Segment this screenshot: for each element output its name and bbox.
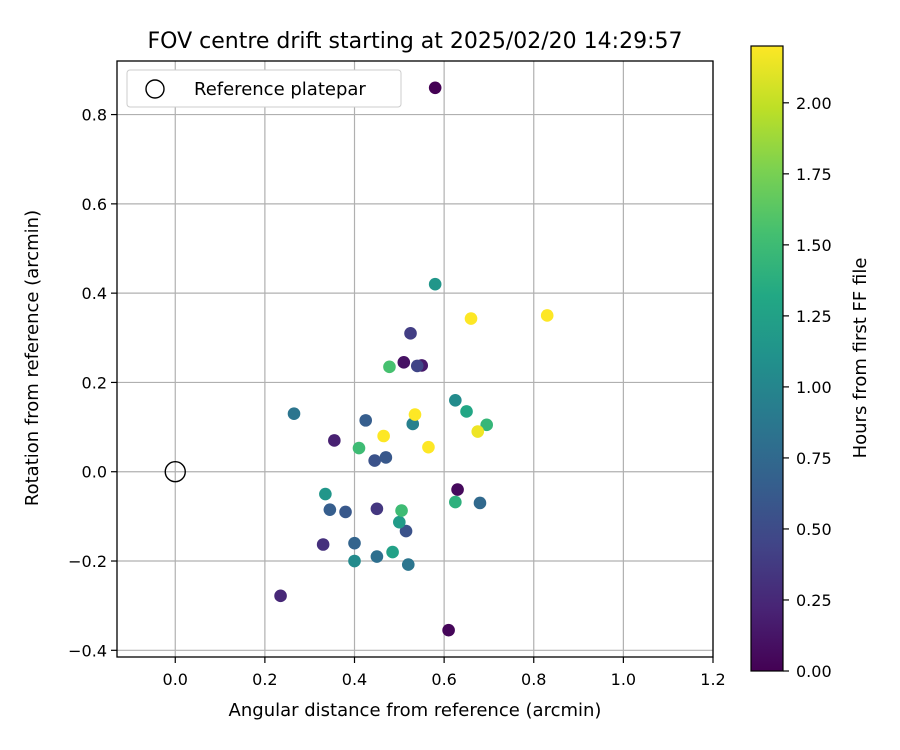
colorbar-ticks: 0.00 0.25 0.50 0.75 1.00 1.25 1.50 1.75 2.00 — [783, 94, 832, 681]
x-tick-label: 0.6 — [431, 670, 456, 689]
data-points — [274, 81, 554, 637]
colorbar-tick-label: 1.75 — [796, 165, 832, 184]
data-point — [397, 356, 411, 369]
plot-area — [116, 60, 714, 658]
data-point — [410, 359, 424, 373]
y-tick-label: 0.4 — [82, 284, 107, 303]
data-point — [449, 495, 462, 509]
data-point — [404, 327, 417, 340]
x-tick-label: 0.2 — [252, 670, 277, 689]
data-point — [422, 440, 435, 454]
y-axis-ticks: −0.4 −0.2 0.0 0.2 0.4 0.6 0.8 — [68, 106, 117, 660]
data-point — [428, 81, 442, 95]
legend: Reference platepar — [126, 69, 402, 108]
data-point — [471, 425, 485, 438]
data-point — [379, 451, 393, 464]
colorbar: 0.00 0.25 0.50 0.75 1.00 1.25 1.50 1.75 2.00 Hou… — [750, 45, 871, 681]
y-tick-label: 0.2 — [82, 373, 107, 392]
data-point — [316, 538, 330, 551]
y-tick-label: 0.6 — [82, 195, 107, 214]
x-tick-label: 1.0 — [611, 670, 636, 689]
data-point — [408, 408, 422, 421]
data-point — [393, 515, 406, 529]
x-tick-label: 0.4 — [342, 670, 367, 689]
data-point — [480, 418, 493, 432]
x-axis-ticks: 0.0 0.2 0.4 0.6 0.8 1.0 1.2 — [163, 657, 726, 689]
data-point — [377, 429, 390, 443]
colorbar-tick-label: 1.50 — [796, 236, 832, 255]
legend-marker-reference — [145, 79, 165, 99]
y-tick-label: −0.4 — [68, 641, 107, 660]
legend-box — [126, 69, 402, 108]
colorbar-tick-label: 1.25 — [796, 307, 832, 326]
data-point — [323, 503, 337, 516]
plot-frame — [116, 60, 714, 658]
x-tick-label: 0.8 — [521, 670, 546, 689]
reference-platepar-marker — [164, 461, 186, 483]
colorbar-tick-label: 2.00 — [796, 94, 832, 113]
data-point — [352, 441, 366, 455]
colorbar-tick-label: 0.25 — [796, 591, 832, 610]
data-point — [328, 434, 341, 447]
x-tick-label: 0.0 — [163, 670, 188, 689]
colorbar-tick-label: 0.75 — [796, 449, 832, 468]
x-tick-label: 1.2 — [700, 670, 725, 689]
data-point — [359, 414, 373, 427]
data-point — [473, 496, 487, 510]
data-point — [274, 589, 287, 603]
data-point — [460, 405, 473, 418]
data-point — [383, 360, 396, 374]
x-axis-label: Angular distance from reference (arcmin) — [229, 700, 602, 721]
data-point — [442, 623, 455, 637]
data-point — [449, 393, 462, 407]
colorbar-tick-label: 0.50 — [796, 520, 832, 539]
colorbar-tick-label: 0.00 — [796, 662, 832, 681]
colorbar-label: Hours from first FF file — [850, 258, 871, 459]
data-point — [348, 554, 361, 568]
y-tick-label: 0.8 — [82, 106, 107, 125]
data-point — [287, 407, 301, 420]
data-point — [339, 505, 352, 519]
data-point — [464, 312, 478, 325]
grid-lines — [117, 61, 714, 657]
data-point — [395, 504, 408, 517]
colorbar-gradient — [750, 45, 784, 672]
y-tick-label: 0.0 — [82, 463, 107, 482]
y-axis-label: Rotation from reference (arcmin) — [22, 210, 43, 506]
reference-layer — [164, 461, 186, 483]
legend-entry-reference: Reference platepar — [194, 79, 366, 100]
data-point — [428, 277, 442, 291]
data-point — [348, 536, 361, 550]
data-point — [540, 309, 554, 322]
data-point — [451, 483, 464, 496]
data-point — [401, 558, 415, 571]
data-point — [319, 487, 332, 501]
y-tick-label: −0.2 — [68, 552, 107, 571]
data-point — [386, 545, 399, 559]
data-point — [370, 550, 384, 563]
chart-title: FOV centre drift starting at 2025/02/20 … — [148, 29, 683, 54]
data-point — [370, 502, 384, 516]
data-point — [368, 454, 381, 467]
colorbar-tick-label: 1.00 — [796, 378, 832, 397]
data-point — [399, 524, 413, 538]
